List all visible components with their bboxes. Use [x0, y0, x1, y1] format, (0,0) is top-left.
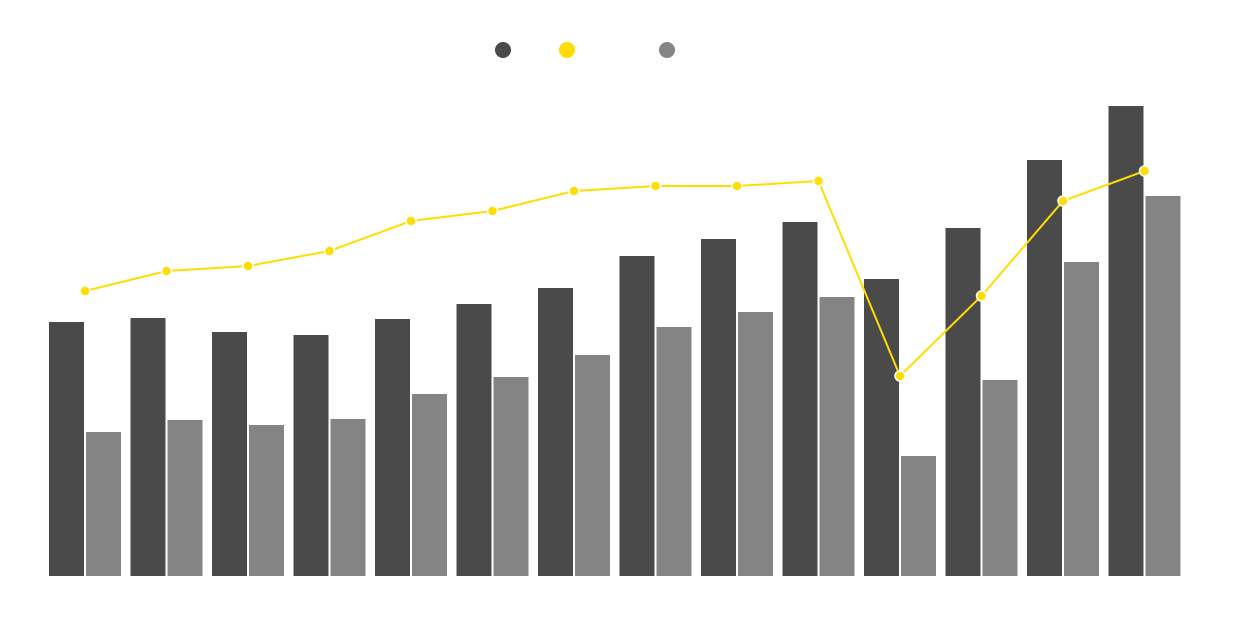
bar-series3-11 — [901, 456, 936, 576]
legend-marker-3 — [659, 42, 675, 58]
bar-series3-10 — [819, 297, 855, 576]
line-point-1 — [79, 285, 91, 297]
bar-series3-7 — [575, 355, 610, 576]
line-series — [79, 165, 1151, 382]
bar-series3-14 — [1145, 196, 1181, 576]
legend-marker-1 — [495, 42, 511, 58]
line-point-12 — [975, 290, 988, 302]
line-point-13 — [1057, 195, 1069, 207]
bar-series3-9 — [738, 312, 773, 576]
bar-series3-2 — [167, 420, 203, 576]
legend — [495, 42, 675, 58]
line-point-10 — [812, 175, 825, 187]
bar-series3-6 — [493, 377, 529, 576]
bar-series1-9 — [701, 239, 736, 576]
bar-series1-14 — [1108, 106, 1144, 576]
bar-series1-11 — [864, 279, 899, 576]
bar-series1-2 — [130, 318, 166, 576]
bar-series1-5 — [375, 319, 410, 576]
line-point-4 — [323, 245, 336, 257]
line-point-14 — [1138, 165, 1151, 177]
line-point-8 — [649, 180, 662, 192]
bar-series1-6 — [456, 304, 492, 576]
line-point-6 — [486, 205, 499, 217]
line-point-5 — [405, 215, 417, 227]
line-point-3 — [242, 260, 254, 272]
bar-series1-3 — [212, 332, 247, 576]
bars — [49, 106, 1181, 576]
bar-series1-12 — [945, 228, 981, 576]
line-path — [84, 170, 1145, 378]
bar-series3-3 — [249, 425, 284, 576]
line-point-9 — [731, 180, 743, 192]
line-point-2 — [160, 265, 173, 277]
bar-series3-12 — [982, 380, 1018, 576]
bar-series1-4 — [293, 335, 329, 576]
bar-series3-4 — [330, 419, 366, 576]
bar-series3-13 — [1064, 262, 1099, 576]
bar-series1-8 — [619, 256, 655, 576]
legend-marker-2 — [559, 42, 575, 58]
bar-series3-8 — [656, 327, 692, 576]
bar-series1-10 — [782, 222, 818, 576]
bar-series1-7 — [538, 288, 573, 576]
bar-series1-1 — [49, 322, 84, 576]
bar-series1-13 — [1027, 160, 1062, 576]
line-point-7 — [568, 185, 580, 197]
bar-series3-5 — [412, 394, 447, 576]
bar-series3-1 — [86, 432, 121, 576]
line-point-11 — [894, 370, 906, 382]
